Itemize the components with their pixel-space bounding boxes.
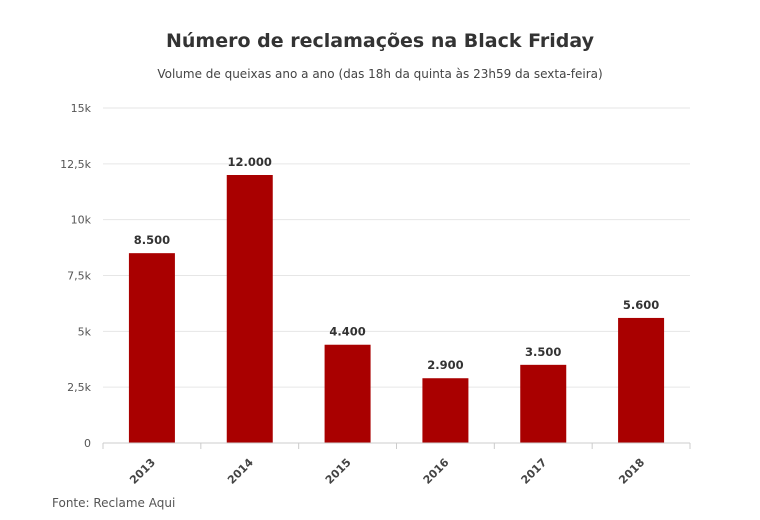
bars (128, 175, 665, 443)
y-tick-label: 5k (78, 325, 92, 338)
bar-2013 (128, 253, 175, 443)
y-tick-label: 0 (84, 437, 91, 450)
x-tick-label-2018: 2018 (616, 456, 647, 487)
x-tick-label-2014: 2014 (225, 456, 256, 487)
x-tick-label-2017: 2017 (519, 456, 550, 487)
data-label-2013: 8.500 (134, 233, 170, 247)
y-tick-label: 10k (71, 214, 92, 227)
y-tick-label: 7,5k (67, 270, 91, 283)
y-tick-label: 15k (71, 102, 92, 115)
bar-2016 (422, 378, 469, 443)
x-tick-label-2015: 2015 (323, 456, 354, 487)
x-tick-label-2016: 2016 (421, 456, 452, 487)
source-note: Fonte: Reclame Aqui (52, 496, 176, 510)
bar-2017 (520, 364, 567, 443)
gridlines (103, 107, 690, 388)
data-label-2015: 4.400 (329, 325, 365, 339)
data-label-2017: 3.500 (525, 345, 561, 359)
bar-2014 (226, 175, 273, 443)
y-axis-ticks: 0 2,5k 5k 7,5k 10k 12,5k 15k (60, 102, 91, 450)
chart-title: Número de reclamações na Black Friday (165, 30, 594, 52)
x-tick-label-2013: 2013 (127, 456, 158, 487)
data-labels: 8.500 12.000 4.400 2.900 3.500 5.600 (134, 155, 660, 372)
y-tick-label: 2,5k (67, 381, 91, 394)
chart-subtitle: Volume de queixas ano a ano (das 18h da … (157, 67, 603, 81)
bar-2015 (324, 344, 371, 443)
data-label-2014: 12.000 (228, 155, 272, 169)
x-axis-labels: 2013 2014 2015 2016 2017 2018 (102, 443, 691, 487)
data-label-2016: 2.900 (427, 358, 463, 372)
data-label-2018: 5.600 (623, 298, 659, 312)
bar-2018 (618, 317, 665, 443)
y-tick-label: 12,5k (60, 158, 91, 171)
